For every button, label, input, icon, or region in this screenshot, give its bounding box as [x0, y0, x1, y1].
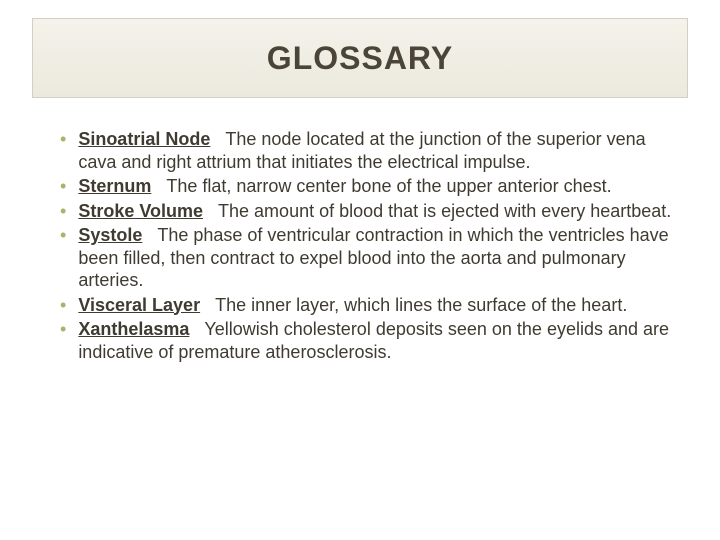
list-item: • Visceral Layer The inner layer, which …: [60, 294, 680, 317]
term: Stroke Volume: [78, 201, 203, 221]
definition: The flat, narrow center bone of the uppe…: [166, 176, 611, 196]
title-box: GLOSSARY: [32, 18, 688, 98]
term: Systole: [78, 225, 142, 245]
slide: GLOSSARY • Sinoatrial Node The node loca…: [0, 0, 720, 540]
bullet-icon: •: [60, 175, 66, 198]
item-text: Sinoatrial Node The node located at the …: [78, 128, 680, 173]
definition: The phase of ventricular contraction in …: [78, 225, 668, 290]
item-text: Stroke Volume The amount of blood that i…: [78, 200, 671, 223]
list-item: • Systole The phase of ventricular contr…: [60, 224, 680, 292]
bullet-icon: •: [60, 294, 66, 317]
list-item: • Sternum The flat, narrow center bone o…: [60, 175, 680, 198]
bullet-icon: •: [60, 128, 66, 151]
term: Sternum: [78, 176, 151, 196]
list-item: • Sinoatrial Node The node located at th…: [60, 128, 680, 173]
term: Visceral Layer: [78, 295, 200, 315]
glossary-list: • Sinoatrial Node The node located at th…: [60, 128, 680, 365]
definition: The amount of blood that is ejected with…: [218, 201, 671, 221]
bullet-icon: •: [60, 318, 66, 341]
list-item: • Xanthelasma Yellowish cholesterol depo…: [60, 318, 680, 363]
item-text: Xanthelasma Yellowish cholesterol deposi…: [78, 318, 680, 363]
term: Sinoatrial Node: [78, 129, 210, 149]
bullet-icon: •: [60, 224, 66, 247]
term: Xanthelasma: [78, 319, 189, 339]
item-text: Systole The phase of ventricular contrac…: [78, 224, 680, 292]
list-item: • Stroke Volume The amount of blood that…: [60, 200, 680, 223]
definition: The inner layer, which lines the surface…: [215, 295, 627, 315]
item-text: Sternum The flat, narrow center bone of …: [78, 175, 611, 198]
bullet-icon: •: [60, 200, 66, 223]
item-text: Visceral Layer The inner layer, which li…: [78, 294, 627, 317]
slide-title: GLOSSARY: [267, 40, 453, 77]
